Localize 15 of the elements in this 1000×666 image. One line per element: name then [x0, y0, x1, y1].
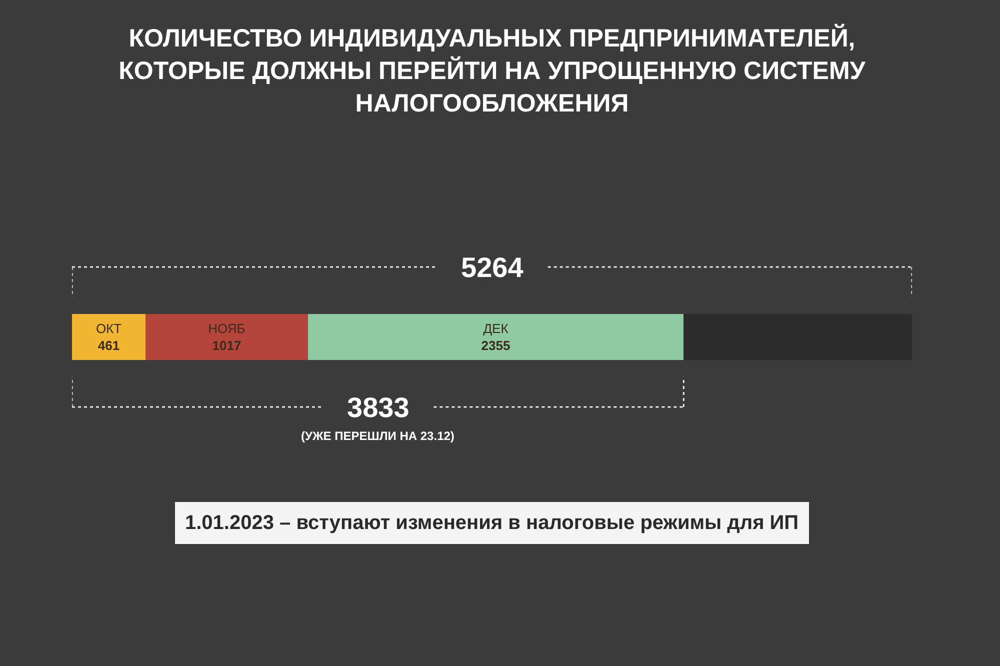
bar [684, 314, 912, 360]
data-label: 1017 [212, 338, 242, 353]
series-label: НОЯБ [208, 321, 246, 336]
bar [72, 314, 146, 360]
series-label: ОКТ [96, 321, 122, 336]
text: 3833 [347, 392, 410, 423]
text: (УЖЕ ПЕРЕШЛИ НА 23.12) [301, 429, 454, 443]
bar [146, 314, 308, 360]
data-label: 461 [98, 338, 120, 353]
chart-title: КОЛИЧЕСТВО ИНДИВИДУАЛЬНЫХ ПРЕДПРИНИМАТЕЛЕЙ, КОТОРЫЕ ДОЛЖНЫ ПЕРЕЙТИ НА УПРОЩЕННУЮ СИСТЕМУ НАЛОГООБЛОЖЕНИЯ [118, 24, 866, 118]
data-label: 2355 [481, 338, 510, 353]
text: 1.01.2023 – вступают изменения в налоговые режимы для ИП [185, 512, 799, 534]
text: 5264 [461, 252, 524, 283]
series-label: ДЕК [483, 321, 509, 336]
bar [308, 314, 684, 360]
